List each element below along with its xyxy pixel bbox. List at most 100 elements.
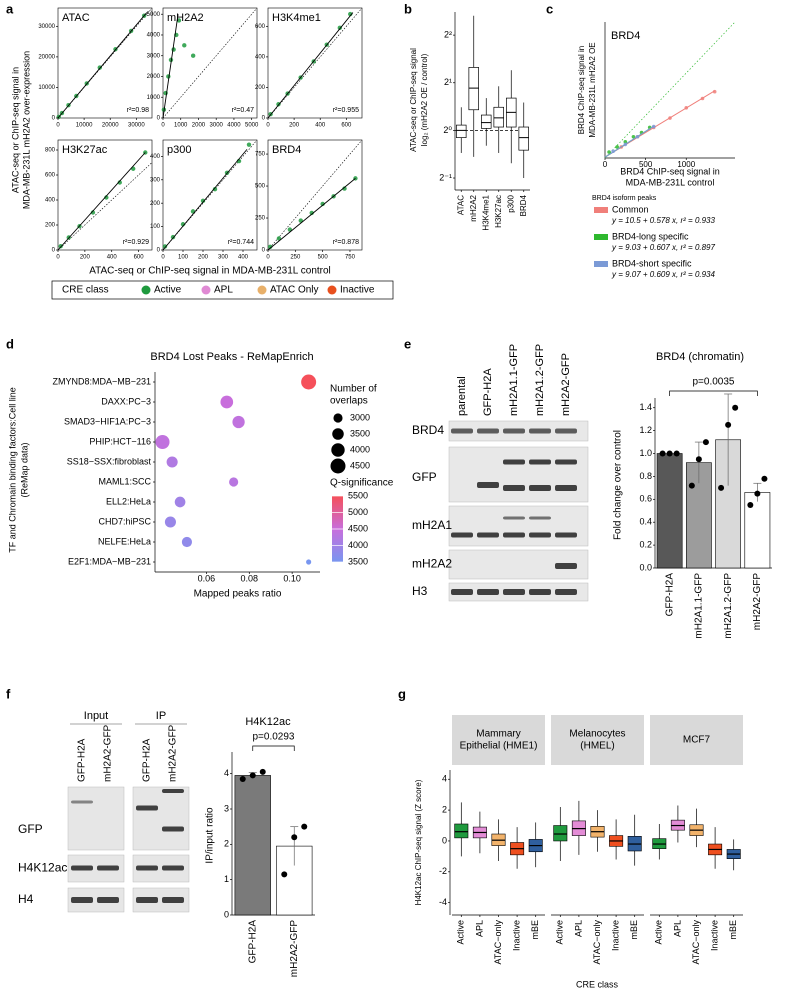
panel-label: b <box>404 1 412 16</box>
y-tick-label: 2000 <box>147 74 161 80</box>
row-label: H4K12ac <box>18 861 67 875</box>
x-tick-label: 400 <box>315 123 326 129</box>
plot-frame <box>162 7 258 119</box>
y-tick-label: -2 <box>439 866 447 876</box>
x-tick-label: ATAC−only <box>592 920 602 965</box>
x-tick-label: 5000 <box>245 123 259 129</box>
p-value: p=0.0035 <box>693 377 735 388</box>
lane-label: mH2A2-GFP <box>168 724 179 782</box>
y-tick-label: MAML1:SCC <box>98 476 151 486</box>
x-tick-label: APL <box>672 920 682 937</box>
x-tick-label: Active <box>654 920 664 945</box>
x-tick-label: 300 <box>218 255 229 261</box>
axis-title: Mapped peaks ratio <box>194 589 282 600</box>
data-point <box>309 210 314 216</box>
y-tick-label: 2 <box>224 839 229 849</box>
replicate-point <box>291 834 298 841</box>
legend-equation: y = 10.5 + 0.578 x, r² = 0.933 <box>611 216 716 225</box>
blot-band <box>162 789 184 793</box>
box <box>518 126 529 151</box>
fit-line <box>267 178 356 251</box>
axis-title: BRD4 ChIP-seq signal in <box>577 46 586 134</box>
r-squared: r²=0.929 <box>123 239 149 246</box>
blot-band <box>97 865 119 871</box>
y-tick-label: 1.0 <box>639 448 652 458</box>
blot-band <box>477 482 499 488</box>
size-legend-marker <box>333 413 343 423</box>
blot-band <box>71 865 93 871</box>
bar <box>234 775 271 916</box>
facet-title: Mammary <box>476 729 520 740</box>
data-point <box>171 47 176 52</box>
y-tick-label: 4000 <box>147 33 161 39</box>
size-legend-label: 3000 <box>350 412 370 422</box>
panel-label: e <box>404 336 411 351</box>
blot-band <box>503 589 525 595</box>
panel-title: H3K4me1 <box>272 12 321 24</box>
blot-band <box>529 589 551 595</box>
replicate-point <box>301 823 308 830</box>
group-label: IP <box>156 710 166 722</box>
x-tick-label: Active <box>456 920 466 945</box>
data-point <box>631 134 636 139</box>
data-point <box>348 11 353 17</box>
y-tick-label: 0.6 <box>639 494 652 504</box>
x-tick-label: mH2A1.2-GFP <box>723 573 734 639</box>
lane-label: parental <box>456 376 468 416</box>
replicate-point <box>725 421 732 428</box>
lane-label: GFP-H2A <box>77 738 88 782</box>
y-tick-label: 750 <box>255 152 266 158</box>
x-tick-label: 500 <box>639 160 653 169</box>
plot-frame <box>267 139 363 251</box>
y-tick-label: 100 <box>150 224 161 230</box>
y-tick-label: 0.8 <box>639 471 652 481</box>
x-tick-label: 4000 <box>227 123 241 129</box>
y-tick-label: 200 <box>255 85 266 91</box>
box <box>553 825 568 842</box>
blot-image <box>67 786 125 851</box>
x-tick-label: 3000 <box>210 123 224 129</box>
size-legend-label: 4000 <box>350 444 370 454</box>
panel-title: BRD4 <box>272 144 301 156</box>
x-tick-label: mH2A2 <box>469 194 478 221</box>
x-tick-label: GFP-H2A <box>247 920 258 964</box>
blot-image <box>132 786 190 851</box>
group-label: Input <box>84 710 108 722</box>
data-point <box>182 43 187 48</box>
y-tick-label: SS18−SSX:fibroblast <box>67 456 152 466</box>
fit-line <box>162 149 248 251</box>
bubble <box>164 516 176 528</box>
y-tick-label: 0.4 <box>639 517 652 527</box>
facet-title: (HMEL) <box>580 741 614 752</box>
box <box>493 106 504 128</box>
blot-band <box>555 563 577 569</box>
facet-header <box>452 715 545 765</box>
row-label: mH2A2 <box>412 557 452 571</box>
size-legend-marker <box>330 458 346 474</box>
significance-bracket <box>252 745 295 751</box>
blot-band <box>477 532 499 538</box>
bubble <box>232 415 245 429</box>
blot-band <box>529 516 551 520</box>
fit-line <box>57 152 146 251</box>
data-point <box>615 145 619 149</box>
legend-marker <box>141 285 151 295</box>
x-tick-label: Inactive <box>709 920 719 951</box>
replicate-point <box>754 490 761 497</box>
blot-band <box>503 459 525 465</box>
axis-title: MDA-MB-231L mH2A2 over-expression <box>21 51 31 209</box>
bar <box>656 453 683 569</box>
y-tick-label: 4 <box>442 774 447 784</box>
y-tick-label: DAXX:PC−3 <box>101 396 151 406</box>
x-tick-label: mH2A1.1-GFP <box>694 573 705 639</box>
row-label: H4 <box>18 892 34 906</box>
blot-band <box>529 485 551 491</box>
blot-band <box>136 865 158 871</box>
axis-title: BRD4 ChIP-seq signal in <box>620 166 720 176</box>
x-tick-label: mBE <box>728 920 738 940</box>
row-label: mH2A1 <box>412 518 452 532</box>
x-tick-label: mBE <box>629 920 639 940</box>
chart-title: H4K12ac <box>245 716 291 728</box>
x-tick-label: 750 <box>345 255 356 261</box>
x-tick-label: 600 <box>134 255 145 261</box>
